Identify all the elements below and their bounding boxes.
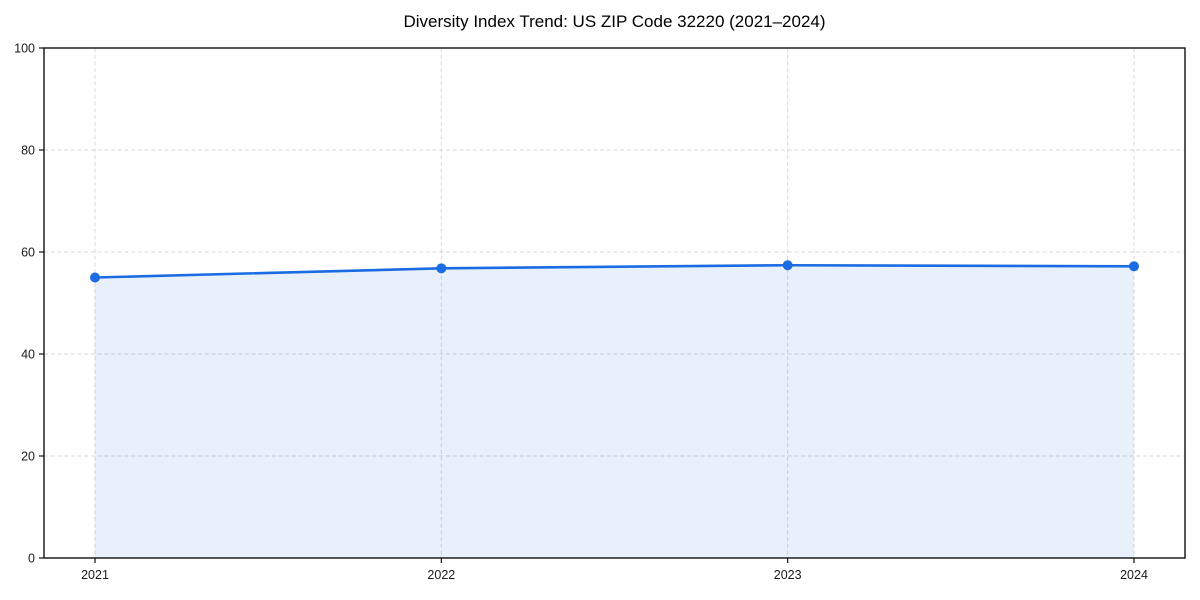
data-point-2022 bbox=[436, 263, 447, 274]
x-tick-label-2022: 2022 bbox=[427, 568, 455, 582]
trend-line bbox=[93, 263, 1136, 279]
chart-title: Diversity Index Trend: US ZIP Code 32220… bbox=[403, 12, 826, 31]
y-tick-label-40: 40 bbox=[21, 347, 35, 361]
data-point-2023 bbox=[782, 260, 793, 271]
y-tick-label-60: 60 bbox=[21, 245, 35, 259]
data-point-2024 bbox=[1129, 261, 1139, 272]
y-tick-label-100: 100 bbox=[14, 41, 35, 55]
x-tick-label-2021: 2021 bbox=[81, 568, 109, 582]
x-tick-label-2024: 2024 bbox=[1120, 568, 1148, 582]
x-tick-label-2023: 2023 bbox=[774, 568, 802, 582]
y-tick-label-80: 80 bbox=[21, 143, 35, 157]
y-tick-label-0: 0 bbox=[28, 551, 35, 565]
plot-border bbox=[43, 47, 1186, 559]
data-point-2021 bbox=[90, 272, 100, 283]
y-tick-label-20: 20 bbox=[21, 449, 35, 463]
area-fill bbox=[95, 265, 1134, 558]
